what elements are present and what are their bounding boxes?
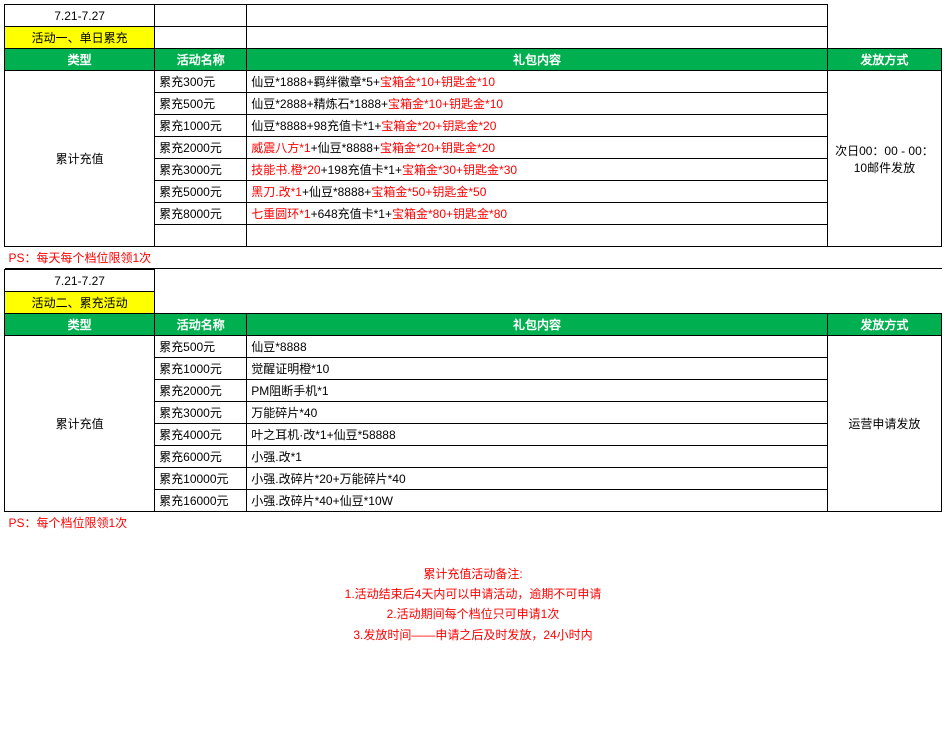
reward-content: 仙豆*8888 [247, 336, 828, 358]
reward-content: 仙豆*1888+羁绊徽章*5+宝箱金*10+钥匙金*10 [247, 71, 828, 93]
reward-content: 小强.改*1 [247, 446, 828, 468]
tier-name: 累充6000元 [155, 446, 247, 468]
header-name: 活动名称 [155, 49, 247, 71]
activity2-date: 7.21-7.27 [5, 270, 155, 292]
activity2-label: 活动二、累充活动 [5, 292, 155, 314]
header-type: 类型 [5, 49, 155, 71]
notes-line-2: 2.活动期间每个档位只可申请1次 [4, 604, 942, 624]
header-content: 礼包内容 [247, 49, 828, 71]
reward-content: PM阻断手机*1 [247, 380, 828, 402]
tier-name: 累充1000元 [155, 358, 247, 380]
tier-name: 累充2000元 [155, 380, 247, 402]
notes-line-1: 1.活动结束后4天内可以申请活动，逾期不可申请 [4, 584, 942, 604]
tier-name: 累充500元 [155, 93, 247, 115]
tier-name: 累充5000元 [155, 181, 247, 203]
tier-name: 累充3000元 [155, 402, 247, 424]
header2-content: 礼包内容 [247, 314, 828, 336]
footer-notes: 累计充值活动备注: 1.活动结束后4天内可以申请活动，逾期不可申请 2.活动期间… [4, 534, 942, 646]
tier-name: 累充500元 [155, 336, 247, 358]
reward-content: 七重圆环*1+648充值卡*1+宝箱金*80+钥匙金*80 [247, 203, 828, 225]
activity2-table: 7.21-7.27 活动二、累充活动 类型 活动名称 礼包内容 发放方式 累计充… [4, 269, 942, 534]
tier-name: 累充300元 [155, 71, 247, 93]
reward-content: 黑刀.改*1+仙豆*8888+宝箱金*50+钥匙金*50 [247, 181, 828, 203]
reward-content: 仙豆*8888+98充值卡*1+宝箱金*20+钥匙金*20 [247, 115, 828, 137]
reward-content: 仙豆*2888+精炼石*1888+宝箱金*10+钥匙金*10 [247, 93, 828, 115]
tier-name: 累充16000元 [155, 490, 247, 512]
reward-content: 技能书.橙*20+198充值卡*1+宝箱金*30+钥匙金*30 [247, 159, 828, 181]
tier-name: 累充10000元 [155, 468, 247, 490]
reward-content: 觉醒证明橙*10 [247, 358, 828, 380]
type-cell: 累计充值 [5, 336, 155, 512]
activity1-date: 7.21-7.27 [5, 5, 155, 27]
tier-name: 累充2000元 [155, 137, 247, 159]
header2-method: 发放方式 [827, 314, 941, 336]
header-method: 发放方式 [827, 49, 941, 71]
reward-content: 小强.改碎片*20+万能碎片*40 [247, 468, 828, 490]
method-cell: 运营申请发放 [827, 336, 941, 512]
notes-title: 累计充值活动备注: [4, 564, 942, 584]
reward-content: 威震八方*1+仙豆*8888+宝箱金*20+钥匙金*20 [247, 137, 828, 159]
activity1-label: 活动一、单日累充 [5, 27, 155, 49]
tier-name: 累充4000元 [155, 424, 247, 446]
activity1-table: 7.21-7.27 活动一、单日累充 类型 活动名称 礼包内容 发放方式 累计充… [4, 4, 942, 269]
reward-content: 万能碎片*40 [247, 402, 828, 424]
activity1-ps: PS：每天每个档位限领1次 [5, 247, 942, 269]
header2-type: 类型 [5, 314, 155, 336]
tier-name: 累充3000元 [155, 159, 247, 181]
header2-name: 活动名称 [155, 314, 247, 336]
reward-content: 叶之耳机·改*1+仙豆*58888 [247, 424, 828, 446]
reward-content: 小强.改碎片*40+仙豆*10W [247, 490, 828, 512]
tier-name: 累充1000元 [155, 115, 247, 137]
method-cell: 次日00：00 - 00：10邮件发放 [827, 71, 941, 247]
activity2-ps: PS：每个档位限领1次 [5, 512, 942, 534]
type-cell: 累计充值 [5, 71, 155, 247]
tier-name: 累充8000元 [155, 203, 247, 225]
notes-line-3: 3.发放时间——申请之后及时发放，24小时内 [4, 625, 942, 645]
